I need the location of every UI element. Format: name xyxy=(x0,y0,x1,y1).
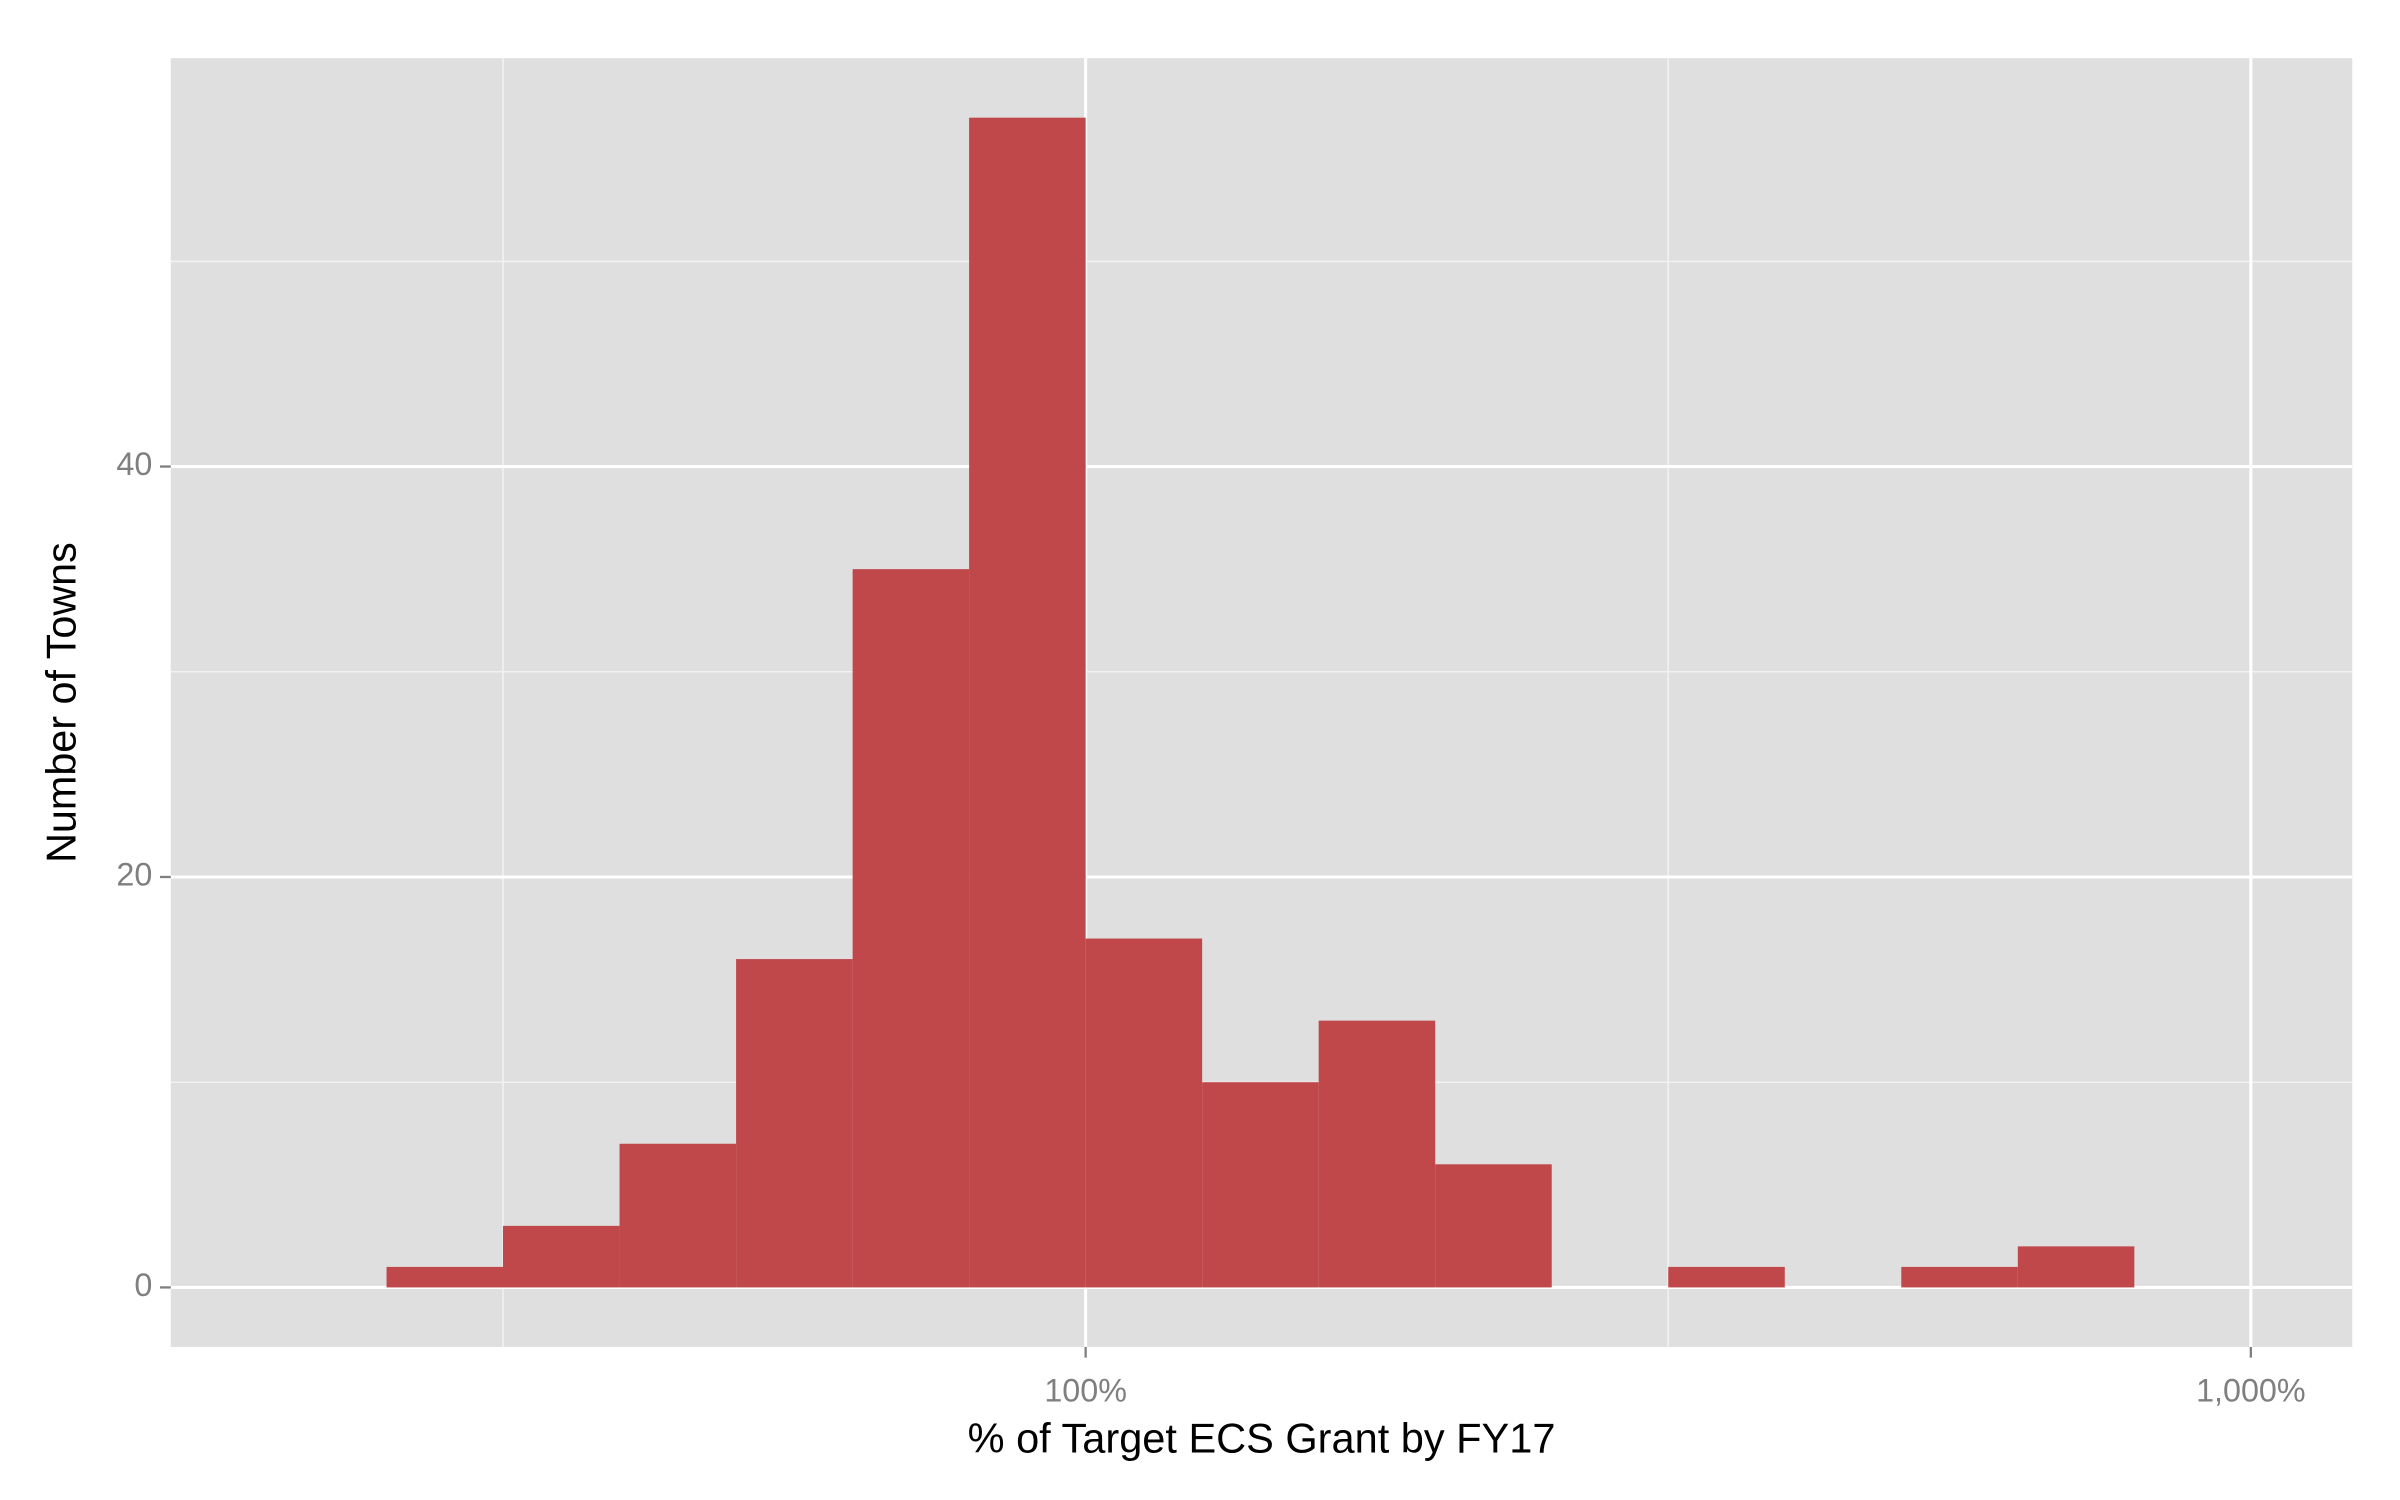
bar xyxy=(1668,1266,1785,1288)
x-axis-title: % of Target ECS Grant by FY17 xyxy=(968,1415,1556,1462)
bar xyxy=(502,1225,620,1288)
bar xyxy=(1901,1266,2018,1288)
bar xyxy=(736,959,853,1288)
y-tick-label: 0 xyxy=(134,1267,152,1303)
bar xyxy=(619,1143,737,1288)
bar xyxy=(386,1266,503,1288)
y-tick-label: 40 xyxy=(116,446,152,482)
bar xyxy=(1202,1082,1319,1288)
y-axis-title: Number of Towns xyxy=(37,542,84,863)
x-tick-label: 100% xyxy=(1044,1372,1127,1408)
bar xyxy=(2017,1246,2135,1288)
x-tick-label: 1,000% xyxy=(2196,1372,2306,1408)
bar xyxy=(969,117,1086,1288)
y-tick-label: 20 xyxy=(116,857,152,893)
bar xyxy=(852,569,970,1288)
bar xyxy=(1085,938,1203,1288)
bar xyxy=(1318,1020,1436,1288)
bar xyxy=(1435,1164,1552,1288)
